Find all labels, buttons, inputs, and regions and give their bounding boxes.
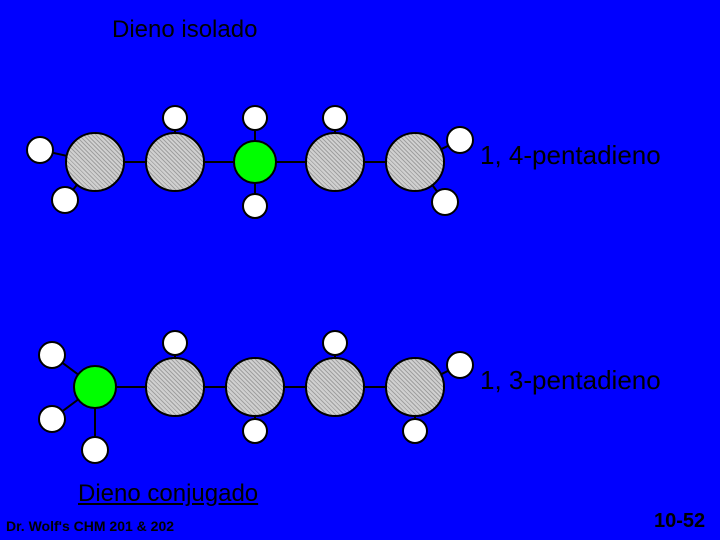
carbon-sp2-atom xyxy=(225,357,285,417)
hydrogen-atom xyxy=(51,186,79,214)
hydrogen-atom xyxy=(38,405,66,433)
molecule-2 xyxy=(20,335,480,475)
carbon-sp2-atom xyxy=(385,357,445,417)
hydrogen-atom xyxy=(242,418,268,444)
carbon-sp2-atom xyxy=(65,132,125,192)
label-bottom: Dieno conjugado xyxy=(78,480,258,508)
carbon-sp2-atom xyxy=(305,357,365,417)
hydrogen-atom xyxy=(431,188,459,216)
carbon-sp3-atom xyxy=(73,365,117,409)
molecule-1 xyxy=(20,110,480,250)
hydrogen-atom xyxy=(402,418,428,444)
hydrogen-atom xyxy=(322,330,348,356)
footer-left: Dr. Wolf's CHM 201 & 202 xyxy=(6,518,174,534)
hydrogen-atom xyxy=(81,436,109,464)
hydrogen-atom xyxy=(162,105,188,131)
carbon-sp2-atom xyxy=(305,132,365,192)
footer-right: 10-52 xyxy=(654,510,705,533)
hydrogen-atom xyxy=(38,341,66,369)
hydrogen-atom xyxy=(26,136,54,164)
hydrogen-atom xyxy=(322,105,348,131)
hydrogen-atom xyxy=(446,351,474,379)
hydrogen-atom xyxy=(242,193,268,219)
title-top: Dieno isolado xyxy=(112,16,257,44)
hydrogen-atom xyxy=(242,105,268,131)
carbon-sp2-atom xyxy=(145,132,205,192)
hydrogen-atom xyxy=(446,126,474,154)
label-molecule-2: 1, 3-pentadieno xyxy=(480,365,661,396)
label-molecule-1: 1, 4-pentadieno xyxy=(480,140,661,171)
carbon-sp2-atom xyxy=(385,132,445,192)
hydrogen-atom xyxy=(162,330,188,356)
carbon-sp2-atom xyxy=(145,357,205,417)
carbon-sp3-atom xyxy=(233,140,277,184)
